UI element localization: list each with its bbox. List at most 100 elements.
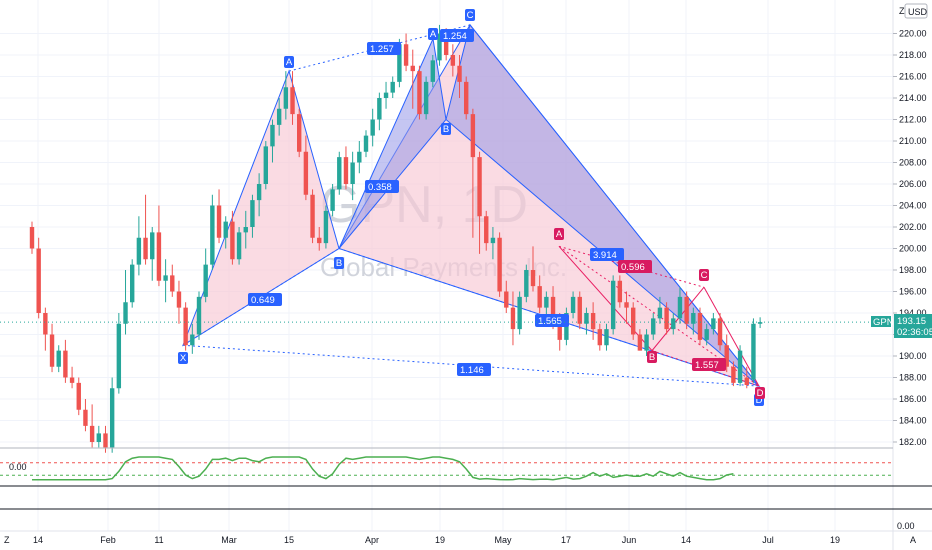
candle-body — [290, 87, 295, 115]
ratio-label[interactable] — [618, 260, 652, 273]
candle-body — [143, 237, 148, 260]
candle-body — [557, 318, 562, 340]
price-tick-label: 190.00 — [899, 351, 927, 361]
pattern-point-label: A — [286, 57, 293, 68]
pattern-point-label: C — [467, 10, 474, 21]
candle-body — [597, 329, 602, 346]
candle-body — [330, 189, 335, 211]
candle-body — [196, 296, 202, 335]
candle-body — [383, 92, 389, 98]
price-tick-label: 198.00 — [899, 265, 927, 275]
candle-body — [96, 433, 101, 442]
candle-body — [477, 157, 482, 217]
candles — [29, 24, 763, 453]
price-scale[interactable]: 220.00 218.00 216.00 214.00 212.00 210.00 208.… — [893, 29, 927, 448]
candle-body — [510, 307, 516, 330]
candle-body — [664, 307, 669, 330]
candle-body — [657, 307, 663, 319]
candle-body — [370, 119, 375, 136]
ratio-label[interactable] — [365, 180, 399, 193]
oscillator-pane — [0, 456, 893, 481]
candle-body — [89, 425, 95, 442]
candle-body — [56, 350, 61, 367]
price-tick-label: 214.00 — [899, 93, 927, 103]
candle-body — [397, 44, 402, 82]
candle-body — [103, 433, 108, 448]
candle-body — [270, 124, 275, 147]
ratio-label[interactable] — [440, 29, 474, 42]
candle-body — [637, 334, 643, 351]
ratio-value: 0.649 — [251, 295, 275, 306]
pattern-point-a[interactable] — [554, 228, 564, 240]
candle-body — [163, 275, 168, 281]
time-tick-label: May — [494, 535, 512, 545]
ratio-label[interactable] — [692, 358, 726, 371]
candle-body — [464, 81, 469, 115]
price-tick-label: 186.00 — [899, 394, 927, 404]
currency-badge[interactable] — [904, 3, 928, 19]
pattern-point-c[interactable] — [465, 9, 475, 21]
ratio-value: 3.914 — [593, 250, 617, 261]
candle-body — [230, 221, 235, 260]
pattern-point-b[interactable] — [647, 351, 657, 363]
candle-body — [537, 286, 542, 308]
time-tick-label: Apr — [365, 535, 379, 545]
pattern-point-a[interactable] — [284, 56, 294, 68]
pattern-labels[interactable]: X A B A B C D A B C D 0.649 0.358 1.146 1.257 1.254 3.91… — [178, 9, 765, 406]
time-tick-label: 17 — [561, 535, 571, 545]
candle-body — [263, 146, 268, 184]
auto-scale-button[interactable]: A — [910, 535, 916, 545]
timezone-button[interactable]: Z — [4, 535, 10, 545]
time-tick-label: Jul — [762, 535, 774, 545]
price-tick-label: 216.00 — [899, 72, 927, 82]
candle-body — [584, 313, 589, 324]
price-tick-label: 194.00 — [899, 308, 927, 318]
candle-body — [116, 323, 122, 389]
candle-body — [363, 135, 369, 152]
candle-body — [744, 377, 749, 386]
candle-body — [717, 318, 723, 346]
ratio-label[interactable] — [590, 248, 624, 261]
ratio-label[interactable] — [457, 363, 491, 376]
pattern-point-a[interactable] — [428, 28, 438, 40]
candle-body — [417, 71, 422, 115]
pattern-leg — [651, 286, 705, 351]
candle-body — [303, 151, 309, 195]
pattern-point-label: C — [701, 270, 708, 281]
ratio-label[interactable] — [367, 42, 401, 55]
currency-label: USD — [908, 7, 928, 17]
candle-body — [631, 307, 636, 335]
candle-body — [190, 334, 195, 346]
pattern-point-label: A — [556, 229, 563, 240]
pattern-point-c[interactable] — [699, 269, 709, 281]
candle-body — [443, 33, 449, 55]
pattern-point-d[interactable] — [755, 387, 765, 399]
candle-body — [530, 270, 536, 287]
price-tick-label: 188.00 — [899, 373, 927, 383]
ratio-label[interactable] — [248, 293, 282, 306]
pattern-point-label: B — [336, 258, 342, 269]
candle-body — [497, 237, 502, 292]
time-tick-label: 19 — [435, 535, 445, 545]
pattern-point-b[interactable] — [334, 257, 344, 269]
candle-body — [377, 98, 382, 120]
ratio-value: 0.596 — [621, 262, 645, 273]
pattern-point-b[interactable] — [441, 123, 451, 135]
candle-body — [29, 227, 35, 249]
candle-body — [457, 65, 462, 82]
last-price-tag: 193.15 02:36:05 — [894, 314, 932, 338]
candle-body — [49, 334, 55, 367]
ratio-label[interactable] — [535, 314, 569, 327]
candle-body — [63, 350, 68, 378]
candle-body — [617, 280, 623, 303]
candle-body — [437, 33, 442, 61]
candle-body — [150, 232, 155, 260]
candle-body — [123, 302, 128, 324]
pattern-point-x[interactable] — [178, 352, 188, 364]
price-tick-label: 196.00 — [899, 287, 927, 297]
candle-body — [590, 313, 596, 330]
time-scale[interactable]: 14 Feb 11 Mar 15 Apr 19 May 17 Jun 14 Jul 19 — [33, 535, 840, 545]
price-tick-label: 184.00 — [899, 416, 927, 426]
price-tick-label: 210.00 — [899, 136, 927, 146]
